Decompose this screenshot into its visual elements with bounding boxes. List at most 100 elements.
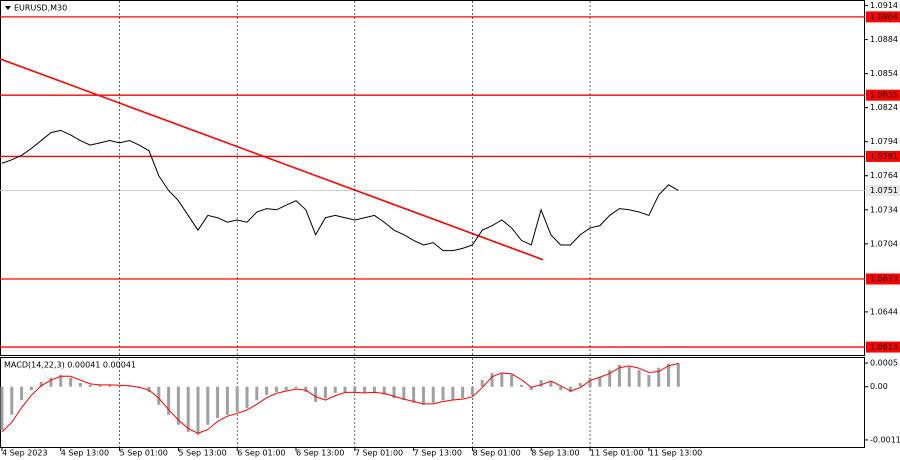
macd-bar <box>549 381 553 387</box>
y-tick-label: 1.0884 <box>870 35 898 44</box>
macd-bar <box>559 386 563 391</box>
level-label: 1.0835 <box>870 91 898 100</box>
macd-bar <box>255 386 259 401</box>
macd-bar <box>539 380 543 387</box>
macd-bar <box>39 381 43 387</box>
price-panel <box>0 0 865 356</box>
macd-bar <box>69 377 73 387</box>
macd-bar <box>647 374 651 387</box>
macd-bar <box>59 374 63 387</box>
trend-line <box>0 58 544 261</box>
macd-bar <box>343 386 347 392</box>
macd-bar <box>382 386 386 395</box>
y-tick-label: 0.00 <box>870 382 888 391</box>
macd-bar <box>235 386 239 412</box>
macd-bar <box>88 384 92 387</box>
x-tick-label: 4 Sep 13:00 <box>61 449 109 458</box>
y-tick-label: 1.0914 <box>870 1 898 10</box>
y-tick-label: 1.0764 <box>870 171 898 180</box>
macd-bar <box>176 386 180 425</box>
macd-bar <box>98 384 102 387</box>
macd-bar <box>118 385 122 387</box>
series-line <box>1 129 679 252</box>
macd-bar <box>363 386 367 393</box>
macd-bar <box>657 367 661 387</box>
y-tick-label: 1.0824 <box>870 103 898 112</box>
macd-bar <box>461 386 465 399</box>
macd-bar <box>304 386 308 392</box>
last-price-label: 1.0751 <box>870 186 898 195</box>
macd-bar <box>245 386 249 409</box>
macd-bar <box>157 386 161 405</box>
y-tick-label: 1.0644 <box>870 307 898 316</box>
macd-bar <box>49 377 53 387</box>
macd-bar <box>441 386 445 401</box>
macd-bar <box>167 386 171 415</box>
macd-bar <box>372 386 376 392</box>
x-tick-label: 6 Sep 13:00 <box>296 449 344 458</box>
macd-bar <box>412 386 416 403</box>
x-tick-label: 5 Sep 13:00 <box>178 449 226 458</box>
macd-bar <box>588 377 592 387</box>
x-tick-label: 8 Sep 01:00 <box>472 449 520 458</box>
macd-bar <box>265 386 269 395</box>
macd-bar <box>529 386 533 391</box>
macd-bar <box>314 386 318 402</box>
level-label-bg <box>866 89 900 101</box>
level-label-bg <box>866 341 900 353</box>
y-tick-label: 1.0794 <box>870 137 898 146</box>
macd-bar <box>480 380 484 387</box>
macd-bar <box>598 376 602 387</box>
macd-bar <box>470 386 474 395</box>
macd-bar <box>519 384 523 387</box>
y-tick-label: 1.0854 <box>870 69 898 78</box>
macd-bar <box>206 386 210 425</box>
level-label: 1.0673 <box>870 274 898 283</box>
macd-bar <box>500 372 504 387</box>
macd-bar <box>225 386 229 415</box>
level-label-bg <box>866 273 900 285</box>
last-price-bg <box>866 184 900 196</box>
macd-bar <box>392 386 396 399</box>
macd-bar <box>608 370 612 387</box>
x-tick-label: 6 Sep 01:00 <box>237 449 285 458</box>
macd-bar <box>78 382 82 387</box>
macd-title: MACD(14,22,3) 0.00041 0.00041 <box>4 361 136 370</box>
macd-bar <box>274 386 278 392</box>
macd-bar <box>666 363 670 387</box>
macd-bar <box>20 386 24 401</box>
macd-bar <box>578 382 582 387</box>
menu-triangle <box>5 6 11 10</box>
y-tick-label: 0.0005 <box>870 358 898 367</box>
macd-bar <box>0 386 4 430</box>
macd-bar <box>490 372 494 387</box>
y-tick-label: -0.00112 <box>870 435 900 444</box>
y-tick-label: 1.0704 <box>870 239 898 248</box>
level-label-bg <box>866 11 900 23</box>
macd-bar <box>284 386 288 391</box>
macd-bar <box>402 386 406 401</box>
x-tick-label: 11 Sep 01:00 <box>590 449 643 458</box>
x-tick-label: 4 Sep 2023 <box>2 449 48 458</box>
macd-bar <box>637 370 641 387</box>
level-label-bg <box>866 150 900 162</box>
macd-bar <box>29 386 33 391</box>
macd-bar <box>431 386 435 403</box>
macd-bar <box>568 386 572 392</box>
macd-bar <box>323 386 327 399</box>
macd-bar <box>108 384 112 387</box>
x-tick-label: 7 Sep 13:00 <box>414 449 462 458</box>
x-tick-label: 8 Sep 13:00 <box>531 449 579 458</box>
macd-bar <box>676 362 680 387</box>
x-tick-label: 5 Sep 01:00 <box>120 449 168 458</box>
macd-bar <box>421 386 425 405</box>
macd-bar <box>216 386 220 419</box>
level-label: 1.0613 <box>870 343 898 352</box>
macd-bar <box>333 386 337 393</box>
macd-bar <box>294 386 298 389</box>
macd-bar <box>353 386 357 393</box>
series-line <box>1 362 679 434</box>
symbol-title: EURUSD,M30 <box>14 4 67 13</box>
macd-bar <box>196 386 200 435</box>
